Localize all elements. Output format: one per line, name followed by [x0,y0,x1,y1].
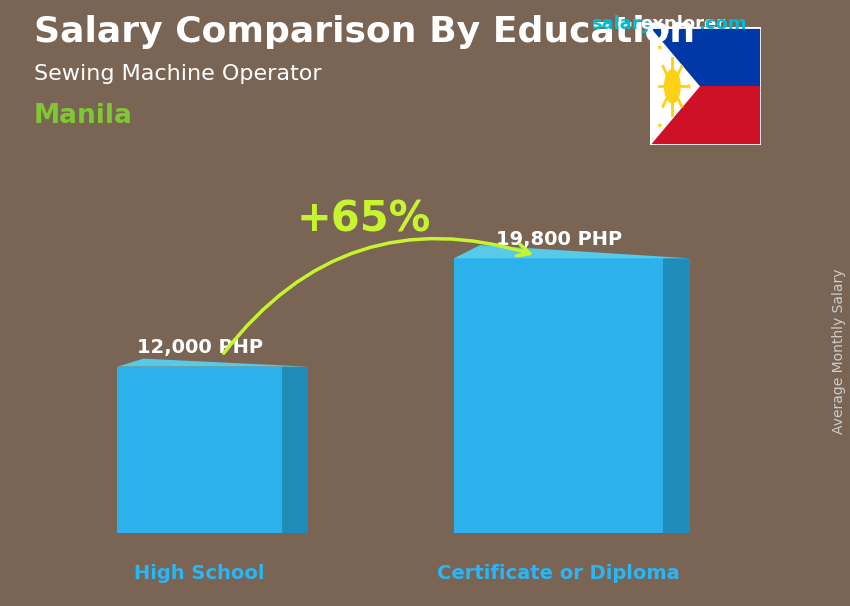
Polygon shape [663,258,689,533]
Text: .com: .com [698,15,746,33]
Polygon shape [117,359,308,367]
Text: ★: ★ [684,82,692,91]
Text: High School: High School [134,564,265,583]
Text: Sewing Machine Operator: Sewing Machine Operator [34,64,321,84]
Polygon shape [454,258,663,533]
Text: ★: ★ [656,43,663,52]
Text: 19,800 PHP: 19,800 PHP [496,230,621,248]
Text: +65%: +65% [297,198,431,241]
Text: ★: ★ [656,121,663,130]
Text: Certificate or Diploma: Certificate or Diploma [437,564,680,583]
Polygon shape [282,367,308,533]
Text: Average Monthly Salary: Average Monthly Salary [832,268,846,435]
Circle shape [665,70,680,103]
Text: salary: salary [591,15,652,33]
Text: 12,000 PHP: 12,000 PHP [137,338,263,357]
Text: Manila: Manila [34,103,133,129]
Polygon shape [454,245,689,258]
Polygon shape [117,367,282,533]
Text: Salary Comparison By Education: Salary Comparison By Education [34,15,695,49]
Polygon shape [650,87,761,145]
Text: explorer: explorer [640,15,725,33]
Polygon shape [650,27,761,87]
Polygon shape [650,27,700,145]
